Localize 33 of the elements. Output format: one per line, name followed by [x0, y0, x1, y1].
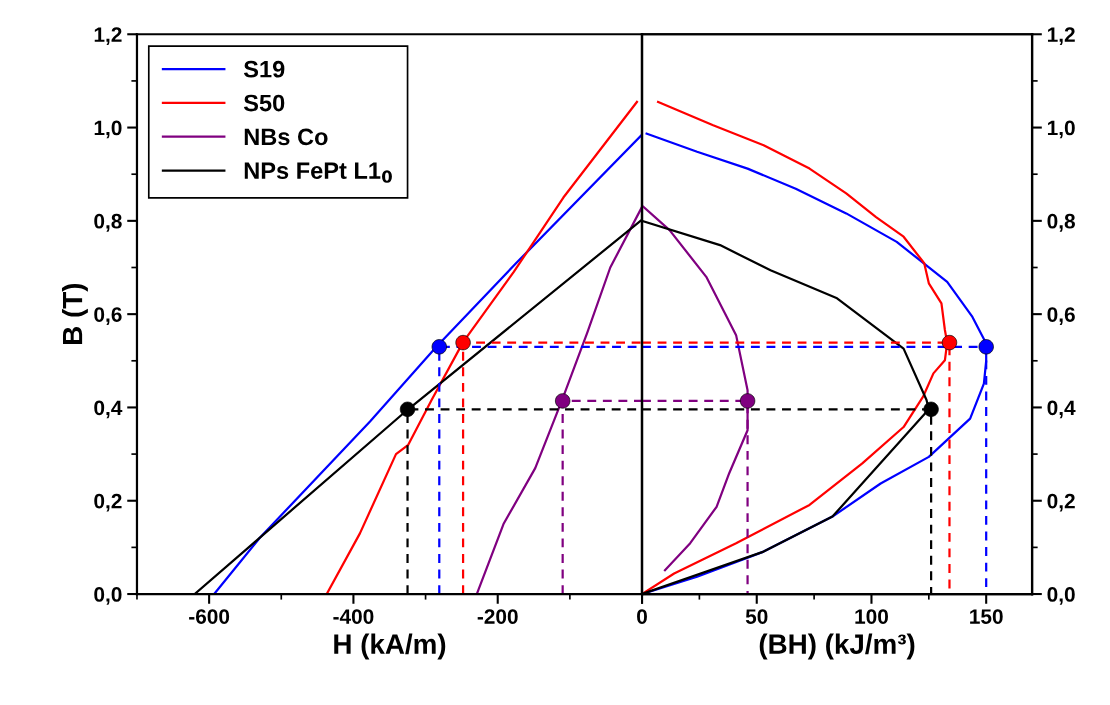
point [978, 339, 994, 355]
x-tick-label: 150 [970, 609, 1003, 624]
y2-tick-label: 1,2 [1047, 27, 1075, 46]
y-tick-label: 0,0 [94, 587, 122, 605]
x-tick-label: -600 [189, 609, 230, 624]
point [455, 334, 471, 351]
y2-tick-label: 0,0 [1047, 587, 1075, 605]
y-tick-label: 0,4 [94, 400, 123, 419]
x-tick-label: 0 [637, 609, 647, 624]
y-tick-label: 1,0 [94, 120, 122, 139]
y2-tick-label: 1,0 [1047, 120, 1075, 139]
y-tick-label: 0,8 [94, 213, 122, 232]
x-axis-title: H (kA/m) [334, 633, 446, 660]
x-tick-label: -200 [477, 609, 518, 624]
y-tick-label: 1,2 [94, 27, 122, 46]
legend-label: S50 [243, 94, 285, 112]
y2-tick-label: 0,6 [1047, 307, 1075, 325]
y2-tick-label: 0,8 [1047, 213, 1075, 232]
x-tick-label: 50 [745, 609, 768, 624]
point [399, 401, 416, 417]
x-axis-title: (BH) (kJ/m³) [759, 633, 915, 660]
legend-label: S19 [243, 60, 285, 78]
y-tick-label: 0,6 [94, 307, 122, 325]
legend-label: NBs Co [244, 128, 328, 146]
y-axis-title: B (T) [61, 283, 88, 344]
y2-tick-label: 0,2 [1047, 493, 1075, 512]
x-tick-label: 100 [855, 609, 888, 624]
y2-tick-label: 0,4 [1047, 400, 1076, 419]
y-tick-label: 0,2 [94, 493, 122, 512]
x-tick-label: -400 [333, 609, 374, 624]
legend-label: NPs FePt L1$_{0}$ [244, 162, 392, 183]
point [555, 393, 571, 409]
point [739, 393, 756, 409]
